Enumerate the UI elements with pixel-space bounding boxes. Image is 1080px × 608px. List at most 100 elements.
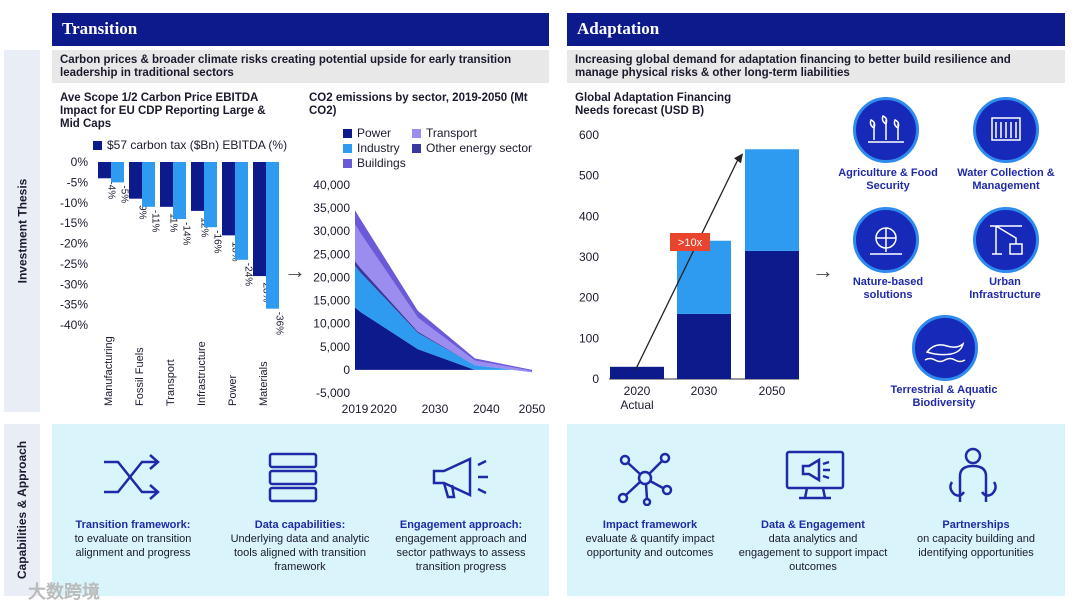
co2-ytick: -5,000 [316, 386, 350, 400]
ebitda-bar [142, 162, 155, 207]
engagement-approach-item: Engagement approach: engagement approach… [385, 518, 537, 574]
ebitda-ytick: -10% [60, 196, 88, 210]
transition-subtitle: Carbon prices & broader climate risks cr… [52, 50, 549, 83]
transition-arrow-icon: → [284, 258, 306, 283]
adapt-xtick: Actual [620, 398, 653, 412]
legend-buildings: Buildings [343, 156, 406, 170]
adapt-bar [745, 250, 799, 379]
biodiversity-icon [912, 315, 978, 381]
co2-ytick: 0 [343, 363, 350, 377]
partnerships-icon [949, 447, 997, 502]
ebitda-bar [204, 162, 217, 228]
growth-arrowhead [734, 153, 743, 164]
adapt-ytick: 400 [579, 209, 599, 223]
impact-framework-item: Impact framework evaluate & quantify imp… [575, 518, 725, 560]
adaptation-header: Adaptation [567, 13, 1065, 46]
adapt-ytick: 0 [592, 372, 599, 386]
adaptation-chart-title: Global Adaptation Financing Needs foreca… [575, 92, 732, 117]
ebitda-value-label: -36% [274, 312, 285, 335]
transition-framework-title: Transition framework: [75, 519, 191, 531]
co2-xtick: 2019 [342, 402, 369, 416]
partnerships-desc: on capacity building and identifying opp… [916, 533, 1036, 559]
impact-framework-desc: evaluate & quantify impact opportunity a… [585, 533, 715, 559]
data-capabilities-item: Data capabilities: Underlying data and a… [225, 518, 375, 574]
adapt-ytick: 200 [579, 291, 599, 305]
ebitda-chart-title: Ave Scope 1/2 Carbon Price EBITDA Impact… [60, 92, 266, 130]
water-collection-label: Water Collection & Management [957, 167, 1055, 192]
co2-area-industry [355, 265, 532, 373]
co2-ytick: 5,000 [320, 340, 350, 354]
legend-other-energy-swatch [412, 143, 421, 153]
data-engagement-desc: data analytics and engagement to support… [738, 533, 888, 573]
engagement-megaphone-icon [432, 457, 488, 499]
ebitda-bar [173, 162, 186, 220]
co2-ytick: 30,000 [313, 224, 350, 238]
ebitda-bar [191, 162, 204, 211]
ebitda-bar-chart: 0%-5%-10%-15%-20%-25%-30%-35%-40%-4% -5%M… [60, 155, 285, 406]
urban-infrastructure-label: Urban Infrastructure [969, 276, 1041, 301]
legend-other-energy: Other energy sector [412, 141, 532, 155]
co2-ytick: 20,000 [313, 270, 350, 284]
engagement-approach-title: Engagement approach: [399, 519, 523, 531]
ebitda-bar [160, 162, 173, 207]
adapt-ytick: 300 [579, 250, 599, 264]
watermark-text: 大数跨境 [28, 582, 100, 602]
adaptation-subtitle: Increasing global demand for adaptation … [567, 50, 1065, 83]
data-engagement-item: Data & Engagement data analytics and eng… [738, 518, 888, 574]
co2-xtick: 2050 [519, 402, 546, 416]
ebitda-ytick: -35% [60, 298, 88, 312]
ebitda-value-label: -11% [168, 210, 179, 233]
transition-framework-icon [104, 454, 160, 500]
partnerships-title: Partnerships [942, 519, 1010, 531]
ebitda-ytick: 0% [71, 155, 89, 169]
nature-based-label: Nature-based solutions [852, 276, 924, 301]
water-collection-icon [973, 97, 1039, 163]
nature-based-icon [853, 207, 919, 273]
ebitda-ytick: -5% [67, 175, 89, 189]
ebitda-ytick: -25% [60, 257, 88, 271]
co2-xtick: 2040 [473, 402, 500, 416]
agriculture-icon [853, 97, 919, 163]
co2-ytick: 35,000 [313, 201, 350, 215]
ebitda-legend-text: $57 carbon tax ($Bn) EBITDA (%) [107, 138, 288, 152]
data-capabilities-desc: Underlying data and analytic tools align… [230, 533, 370, 573]
urban-infrastructure-icon [973, 207, 1039, 273]
capabilities-label: Capabilities & Approach [4, 424, 40, 596]
ebitda-category-label: Transport [165, 359, 177, 406]
legend-power-swatch [343, 128, 352, 138]
legend-buildings-text: Buildings [357, 156, 406, 170]
transition-header: Transition [52, 13, 549, 46]
legend-transport-text: Transport [426, 126, 477, 140]
legend-buildings-swatch [343, 158, 352, 168]
co2-area-transport [355, 224, 532, 373]
adaptation-arrow-icon: → [812, 258, 834, 283]
adapt-bar [677, 240, 731, 314]
growth-badge [670, 233, 710, 251]
investment-thesis-label: Investment Thesis [4, 50, 40, 412]
ebitda-bar [222, 162, 235, 236]
ebitda-value-label: -5% [119, 185, 130, 203]
legend-power-text: Power [357, 126, 392, 140]
ebitda-legend: $57 carbon tax ($Bn) EBITDA (%) [93, 138, 287, 152]
ebitda-bar [235, 162, 248, 260]
co2-xtick: 2030 [422, 402, 449, 416]
ebitda-ytick: -20% [60, 237, 88, 251]
ebitda-value-label: -24% [243, 263, 254, 286]
co2-ytick: 40,000 [313, 178, 350, 192]
legend-industry-text: Industry [357, 141, 400, 155]
adapt-bar [745, 149, 799, 251]
data-engagement-monitor-icon [785, 450, 845, 500]
ebitda-ytick: -15% [60, 216, 88, 230]
legend-power: Power [343, 126, 391, 140]
ebitda-ytick: -30% [60, 277, 88, 291]
legend-transport: Transport [412, 126, 477, 140]
adapt-xtick: 2050 [759, 384, 786, 398]
ebitda-value-label: -14% [181, 222, 192, 245]
co2-area-power [355, 307, 532, 370]
ebitda-category-label: Materials [258, 361, 270, 406]
impact-framework-title: Impact framework [602, 519, 698, 531]
ebitda-legend-swatch [93, 140, 102, 150]
adapt-ytick: 100 [579, 331, 599, 345]
biodiversity-label: Terrestrial & Aquatic Biodiversity [890, 384, 998, 409]
